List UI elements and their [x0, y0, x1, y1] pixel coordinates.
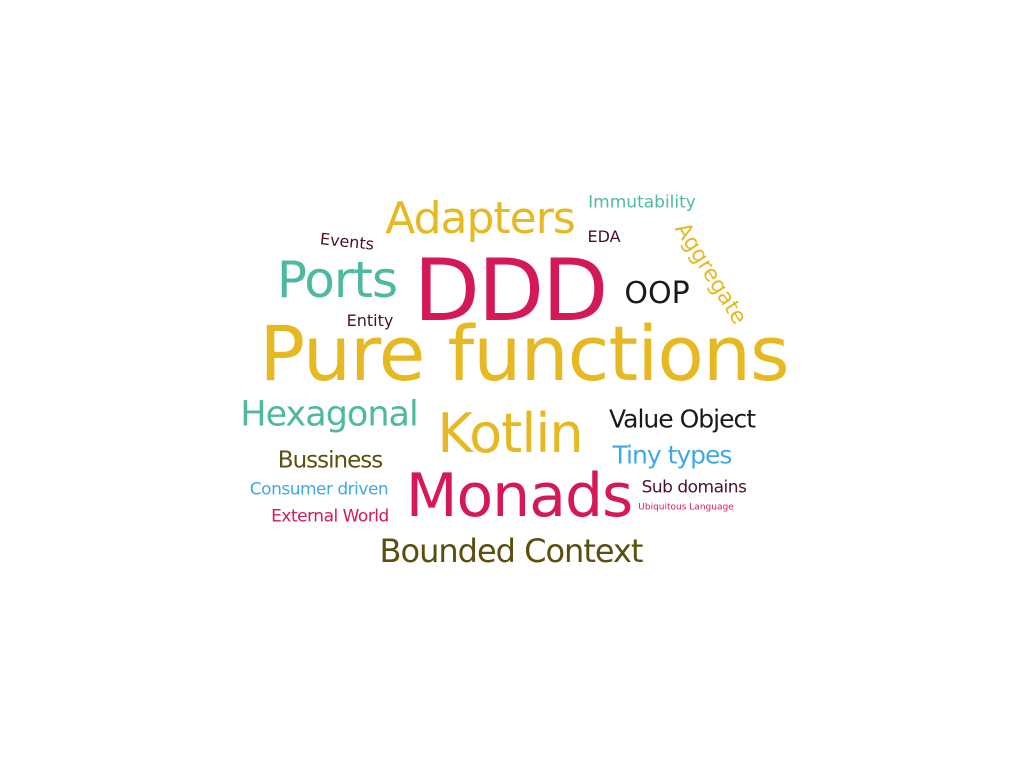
word-tiny-types: Tiny types [612, 440, 733, 470]
word-pure-functions: Pure functions [259, 309, 789, 398]
word-bussiness: Bussiness [277, 447, 383, 474]
word-kotlin: Kotlin [437, 402, 583, 465]
word-external-world: External World [271, 506, 389, 527]
word-ddd: DDD [413, 241, 609, 341]
word-ports: Ports [276, 251, 398, 309]
word-monads: Monads [405, 461, 634, 531]
word-sub-domains: Sub domains [641, 477, 747, 498]
word-oop: OOP [624, 276, 690, 311]
word-hexagonal: Hexagonal [240, 394, 418, 435]
word-ubiquitous-language: Ubiquitous Language [638, 502, 734, 513]
word-value-object: Value Object [608, 404, 756, 434]
word-eda: EDA [587, 227, 621, 246]
word-bounded-context: Bounded Context [379, 532, 644, 570]
word-immutability: Immutability [588, 192, 696, 213]
word-entity: Entity [346, 311, 394, 330]
word-consumer-driven: Consumer driven [249, 479, 389, 500]
word-events: Events [319, 229, 375, 254]
word-adapters: Adapters [385, 193, 575, 244]
